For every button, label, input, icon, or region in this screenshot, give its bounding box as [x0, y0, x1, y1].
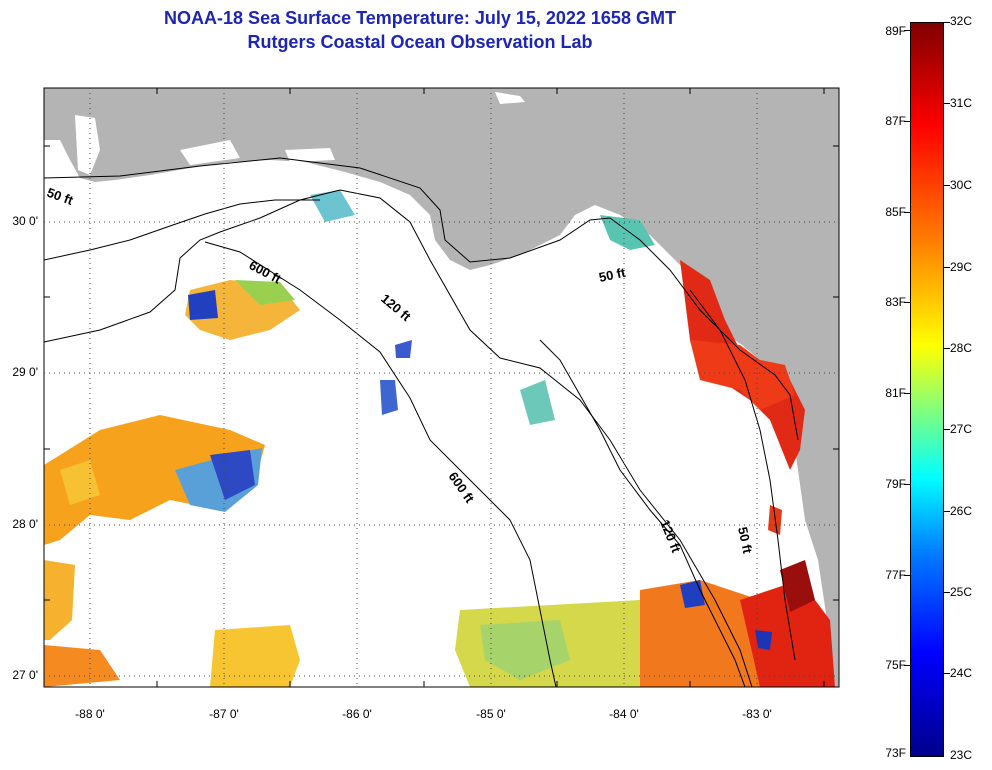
- bay-outline: [285, 148, 335, 162]
- lon-label: -84 0': [609, 707, 639, 721]
- colorbar-c-tick: 23C: [950, 748, 973, 762]
- colorbar-tick-mark: [944, 103, 950, 104]
- colorbar-f-tick: 81F: [885, 386, 906, 400]
- lon-label: -87 0': [209, 707, 239, 721]
- colorbar-f-tick: 89F: [885, 24, 906, 38]
- colorbar-tick-mark: [904, 393, 910, 394]
- sst-patches: [44, 190, 835, 687]
- land-mass: [44, 88, 839, 687]
- contour-label: 50 ft: [598, 265, 628, 285]
- colorbar-c-tick: 27C: [950, 422, 973, 436]
- lat-label: 29 0': [12, 365, 38, 379]
- colorbar-tick-mark: [944, 348, 950, 349]
- colorbar-tick-mark: [904, 30, 910, 31]
- map-subtitle: Rutgers Coastal Ocean Observation Lab: [247, 32, 593, 52]
- lon-label: -88 0': [75, 707, 105, 721]
- temperature-colorbar: [910, 22, 944, 757]
- lon-label: -83 0': [742, 707, 772, 721]
- colorbar-tick-mark: [944, 592, 950, 593]
- colorbar-f-tick: 77F: [885, 568, 906, 582]
- colorbar-tick-mark: [944, 267, 950, 268]
- contour-label: 50 ft: [735, 526, 755, 556]
- colorbar-c-tick: 26C: [950, 504, 973, 518]
- colorbar-c-tick: 24C: [950, 666, 973, 680]
- colorbar-f-tick: 85F: [885, 205, 906, 219]
- lat-label: 30 0': [12, 214, 38, 228]
- lon-label: -86 0': [342, 707, 372, 721]
- colorbar-f-tick: 79F: [885, 477, 906, 491]
- colorbar-c-tick: 28C: [950, 341, 973, 355]
- colorbar-f-tick: 83F: [885, 295, 906, 309]
- lon-label: -85 0': [476, 707, 506, 721]
- colorbar-f-tick: 73F: [885, 746, 906, 760]
- colorbar-tick-mark: [944, 429, 950, 430]
- map-title: NOAA-18 Sea Surface Temperature: July 15…: [164, 8, 676, 28]
- colorbar-tick-mark: [904, 302, 910, 303]
- colorbar-c-tick: 25C: [950, 585, 973, 599]
- colorbar-f-tick: 87F: [885, 114, 906, 128]
- colorbar-f-tick: 75F: [885, 658, 906, 672]
- colorbar-tick-mark: [904, 665, 910, 666]
- colorbar-c-tick: 31C: [950, 96, 973, 110]
- colorbar-tick-mark: [944, 511, 950, 512]
- axis-ticks: [44, 88, 839, 687]
- lat-label: 27 0': [12, 668, 38, 682]
- colorbar-tick-mark: [944, 22, 950, 23]
- colorbar-c-tick: 30C: [950, 178, 973, 192]
- plot-frame: [43, 87, 840, 688]
- bay-outline: [75, 115, 100, 175]
- lat-label: 28 0': [12, 517, 38, 531]
- bay-outline: [495, 92, 525, 104]
- colorbar-c-tick: 32C: [950, 14, 973, 28]
- colorbar-tick-mark: [944, 673, 950, 674]
- colorbar-tick-mark: [944, 185, 950, 186]
- colorbar-tick-mark: [904, 575, 910, 576]
- colorbar-c-tick: 29C: [950, 260, 973, 274]
- colorbar-tick-mark: [904, 212, 910, 213]
- bay-outline: [180, 140, 240, 165]
- colorbar-tick-mark: [904, 121, 910, 122]
- colorbar-tick-mark: [904, 484, 910, 485]
